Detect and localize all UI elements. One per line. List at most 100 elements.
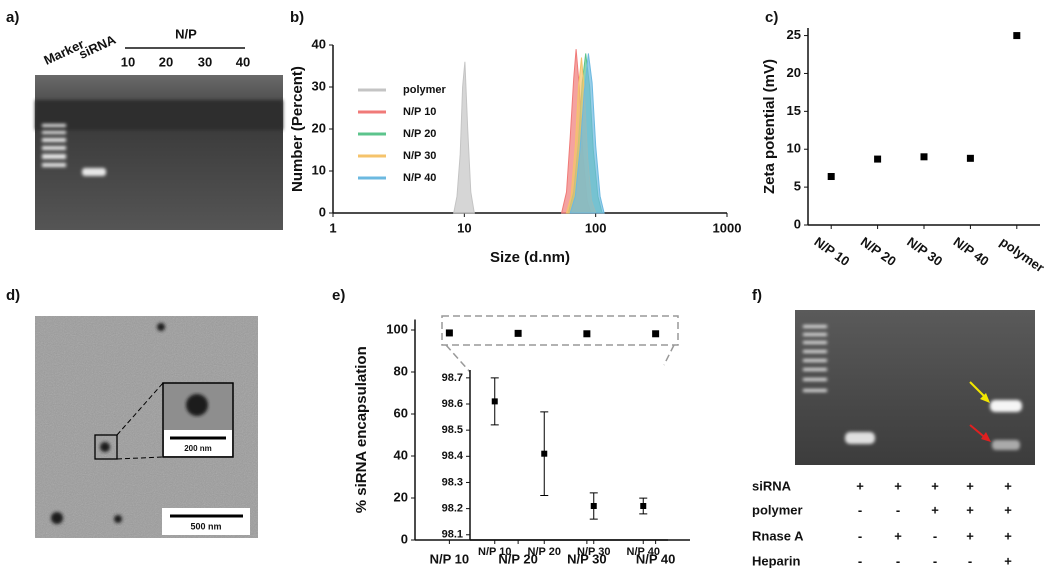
x-tick-label: N/P 30: [577, 546, 610, 558]
sign: +: [1004, 502, 1012, 517]
y-tick-label: 98.1: [442, 529, 463, 541]
sign: +: [1004, 528, 1012, 543]
sign: -: [858, 502, 862, 517]
sign: -: [896, 553, 900, 568]
x-tick-label: 10: [457, 220, 471, 235]
legend-label: N/P 20: [403, 128, 436, 140]
distribution: [453, 61, 475, 214]
row-label: Rnase A: [752, 528, 804, 543]
lane-label: 30: [198, 54, 212, 69]
y-tick-label: 98.5: [442, 424, 463, 436]
panel-label: b): [290, 9, 304, 26]
legend-label: N/P 30: [403, 150, 436, 162]
x-tick-label: 1000: [713, 220, 742, 235]
gel-a: Marker siRNA N/P 10 20 30 40: [35, 26, 283, 230]
point: [445, 329, 453, 337]
y-axis-label: Zeta potential (mV): [761, 59, 778, 194]
point: [514, 329, 522, 337]
sign: +: [856, 478, 864, 493]
y-tick-label: 0: [319, 204, 326, 219]
legend-label: N/P 10: [403, 106, 436, 118]
y-tick-label: 0: [794, 216, 801, 231]
point: [966, 154, 974, 162]
x-tick-label: N/P 40: [627, 546, 660, 558]
row-label: polymer: [752, 502, 803, 517]
panel-label: c): [765, 9, 778, 26]
x-tick-label: N/P 20: [858, 234, 899, 269]
y-tick-label: 15: [787, 103, 801, 118]
scale-label: 200 nm: [184, 444, 212, 453]
sign: +: [931, 502, 939, 517]
x-tick-label: N/P 10: [478, 546, 511, 558]
y-tick-label: 20: [394, 489, 408, 504]
y-tick-label: 20: [787, 65, 801, 80]
group-label: N/P: [175, 26, 197, 41]
panel-label: f): [752, 287, 762, 304]
point: [491, 398, 498, 405]
lane-label: 10: [121, 54, 135, 69]
zoom-line: [445, 344, 471, 373]
legend-label: N/P 40: [403, 172, 436, 184]
sign: -: [933, 553, 937, 568]
x-tick-label: N/P 10: [430, 551, 470, 566]
sign: +: [966, 478, 974, 493]
y-axis-label: Number (Percent): [289, 66, 306, 192]
x-tick-label: N/P 20: [528, 546, 561, 558]
y-tick-label: 30: [312, 78, 326, 93]
x-tick-label: N/P 20: [498, 551, 538, 566]
x-tick-label: polymer: [997, 234, 1047, 275]
y-tick-label: 60: [394, 405, 408, 420]
x-tick-label: N/P 30: [904, 234, 945, 269]
sign: +: [931, 478, 939, 493]
point: [827, 173, 835, 181]
x-axis-label: Size (d.nm): [490, 249, 570, 266]
y-tick-label: 0: [401, 531, 408, 546]
sign: -: [858, 553, 862, 568]
y-tick-label: 20: [312, 120, 326, 135]
lane-label: 20: [159, 54, 173, 69]
lane-label: 40: [236, 54, 250, 69]
y-tick-label: 80: [394, 363, 408, 378]
y-axis-label: % siRNA encapsulation: [353, 346, 370, 513]
sign: -: [968, 553, 972, 568]
distribution: [569, 53, 605, 214]
y-tick-label: 98.7: [442, 372, 463, 384]
x-tick-label: 1: [329, 220, 336, 235]
y-tick-label: 98.2: [442, 503, 463, 515]
sign: +: [1004, 553, 1012, 568]
tem-image: 200 nm 500 nm: [35, 316, 258, 538]
y-tick-label: 25: [787, 27, 801, 42]
x-tick-label: N/P 40: [951, 234, 992, 269]
zoom-box: [441, 315, 679, 346]
y-tick-label: 98.6: [442, 398, 463, 410]
panel-label: d): [6, 287, 20, 304]
y-tick-label: 100: [386, 321, 408, 336]
point: [640, 503, 647, 509]
sign: +: [966, 502, 974, 517]
sign: -: [933, 528, 937, 543]
point: [541, 450, 548, 457]
point: [590, 503, 597, 509]
x-tick-label: N/P 30: [567, 551, 607, 566]
sign: -: [858, 528, 862, 543]
sign: +: [1004, 478, 1012, 493]
point: [652, 330, 660, 338]
y-tick-label: 98.4: [442, 450, 464, 462]
y-tick-label: 40: [394, 447, 408, 462]
x-tick-label: 100: [585, 220, 607, 235]
y-tick-label: 10: [787, 141, 801, 156]
x-tick-label: N/P 10: [812, 234, 853, 269]
row-label: Heparin: [752, 553, 800, 568]
sign: +: [894, 478, 902, 493]
legend-label: polymer: [403, 84, 447, 96]
panel-label: e): [332, 287, 345, 304]
point: [874, 155, 882, 163]
panel-label: a): [6, 9, 19, 26]
y-tick-label: 10: [312, 162, 326, 177]
sign: -: [896, 502, 900, 517]
point: [1013, 32, 1021, 40]
sign: +: [894, 528, 902, 543]
point: [583, 330, 591, 338]
lane-label: siRNA: [76, 31, 118, 61]
